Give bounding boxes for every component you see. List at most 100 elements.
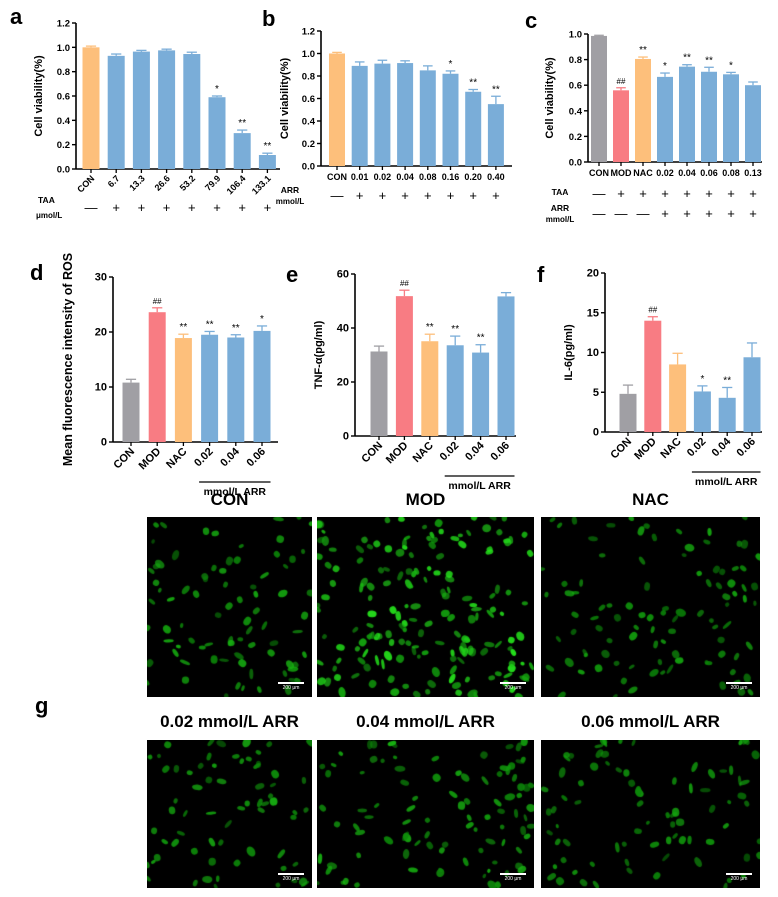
x-tick-label: 0.16	[442, 172, 460, 182]
bar-NAC	[669, 364, 687, 432]
bar-53.2	[183, 54, 201, 169]
x-tick-label: 53.2	[178, 173, 197, 192]
significance-mark: *	[700, 374, 704, 385]
x-tick-label: CON	[75, 173, 96, 194]
bar-106.4	[233, 133, 251, 169]
x-tick-label: 0.08	[722, 168, 740, 178]
y-tick-label: 1.0	[569, 30, 582, 41]
row-label: TAA	[38, 195, 55, 205]
treatment-mark: +	[238, 200, 246, 215]
y-tick-label: 0.4	[302, 117, 316, 128]
group-label: mmol/L ARR	[204, 486, 267, 498]
panel-letter-d: d	[30, 260, 44, 285]
significance-mark: **	[264, 141, 272, 152]
treatment-mark: +	[138, 200, 146, 215]
scale-bar: 200 μm	[726, 682, 752, 691]
significance-mark: **	[492, 84, 500, 95]
fluorescence-micrograph: 200 μm	[317, 517, 534, 697]
treatment-mark: +	[469, 188, 477, 203]
treatment-mark: +	[112, 200, 120, 215]
x-tick-label: 0.04	[710, 435, 734, 459]
bar-0.16	[442, 73, 459, 166]
significance-mark: ##	[153, 297, 162, 306]
significance-mark: **	[451, 324, 459, 335]
x-tick-label: 0.20	[464, 172, 482, 182]
treatment-mark: +	[617, 186, 625, 201]
treatment-mark: —	[593, 186, 606, 201]
x-tick-label: 0.08	[419, 172, 437, 182]
y-tick-label: 20	[587, 268, 599, 280]
y-tick-label: 0.8	[302, 72, 315, 83]
significance-mark: **	[206, 319, 214, 330]
y-tick-label: 0	[593, 427, 599, 439]
bar-0.06	[701, 71, 717, 162]
bar-0.20	[465, 91, 482, 166]
significance-mark: **	[705, 55, 713, 66]
bar-CON	[619, 393, 637, 432]
panel-letter-g: g	[35, 693, 49, 718]
significance-mark: *	[260, 314, 264, 325]
bar-MOD	[613, 90, 629, 162]
bar-MOD	[395, 296, 413, 436]
scale-bar-label: 200 μm	[504, 685, 522, 691]
scale-bar-label: 200 μm	[730, 685, 748, 691]
x-tick-label: 0.04	[396, 172, 414, 182]
treatment-mark: —	[331, 188, 344, 203]
treatment-mark: +	[727, 186, 735, 201]
bar-0.01	[351, 65, 368, 166]
significance-mark: **	[639, 45, 647, 56]
x-tick-label: 0.02	[656, 168, 674, 178]
y-tick-label: 0.2	[57, 140, 70, 151]
row-unit-label: μmol/L	[36, 211, 62, 220]
bar-79.9	[208, 97, 226, 169]
x-tick-label: 0.04	[678, 168, 696, 178]
x-tick-label: 0.01	[351, 172, 369, 182]
bar-NAC	[421, 341, 439, 436]
scale-bar: 200 μm	[500, 682, 526, 691]
x-tick-label: 26.6	[153, 173, 172, 192]
bar-0.08	[419, 70, 436, 166]
bar-0.04	[718, 397, 736, 432]
scale-bar-label: 200 μm	[730, 876, 748, 882]
treatment-mark: —	[593, 206, 606, 221]
micrograph-label: 0.04 mmol/L ARR	[356, 712, 495, 731]
panel-letter-b: b	[262, 6, 276, 31]
scale-bar: 200 μm	[500, 873, 526, 882]
x-tick-label: CON	[589, 168, 609, 178]
x-tick-label: 0.13	[744, 168, 762, 178]
bar-26.6	[158, 50, 176, 169]
y-tick-label: 0.6	[57, 92, 70, 103]
scale-bar-line	[278, 682, 304, 684]
significance-mark: ##	[400, 279, 409, 288]
y-axis-label: Cell viability(%)	[33, 55, 45, 137]
y-tick-label: 20	[337, 377, 349, 389]
fluorescence-micrograph: 200 μm	[147, 740, 312, 888]
bar-0.02	[201, 334, 219, 442]
panel-letter-a: a	[10, 4, 23, 29]
significance-mark: **	[426, 322, 434, 333]
bar-13.3	[132, 51, 150, 169]
significance-mark: **	[238, 118, 246, 129]
y-axis-label: Cell viability(%)	[279, 58, 291, 140]
bar-CON	[82, 47, 100, 170]
treatment-mark: +	[683, 186, 691, 201]
y-tick-label: 0	[101, 437, 107, 449]
significance-mark: *	[663, 61, 667, 72]
x-tick-label: MOD	[384, 440, 411, 467]
scale-bar: 200 μm	[278, 682, 304, 691]
scale-bar-line	[500, 682, 526, 684]
y-tick-label: 20	[95, 327, 107, 339]
treatment-mark: —	[615, 206, 628, 221]
bar-CON	[591, 35, 607, 162]
bar-133.1	[258, 155, 276, 169]
significance-mark: ##	[648, 306, 657, 315]
treatment-mark: +	[356, 188, 364, 203]
bar-0.06	[253, 330, 271, 442]
x-tick-label: 0.40	[487, 172, 505, 182]
x-tick-label: 0.06	[488, 440, 512, 464]
significance-mark: **	[232, 323, 240, 334]
significance-mark: **	[723, 375, 731, 386]
x-tick-label: 0.02	[685, 436, 709, 460]
bar-6.7	[107, 55, 125, 169]
y-tick-label: 0	[343, 431, 349, 443]
